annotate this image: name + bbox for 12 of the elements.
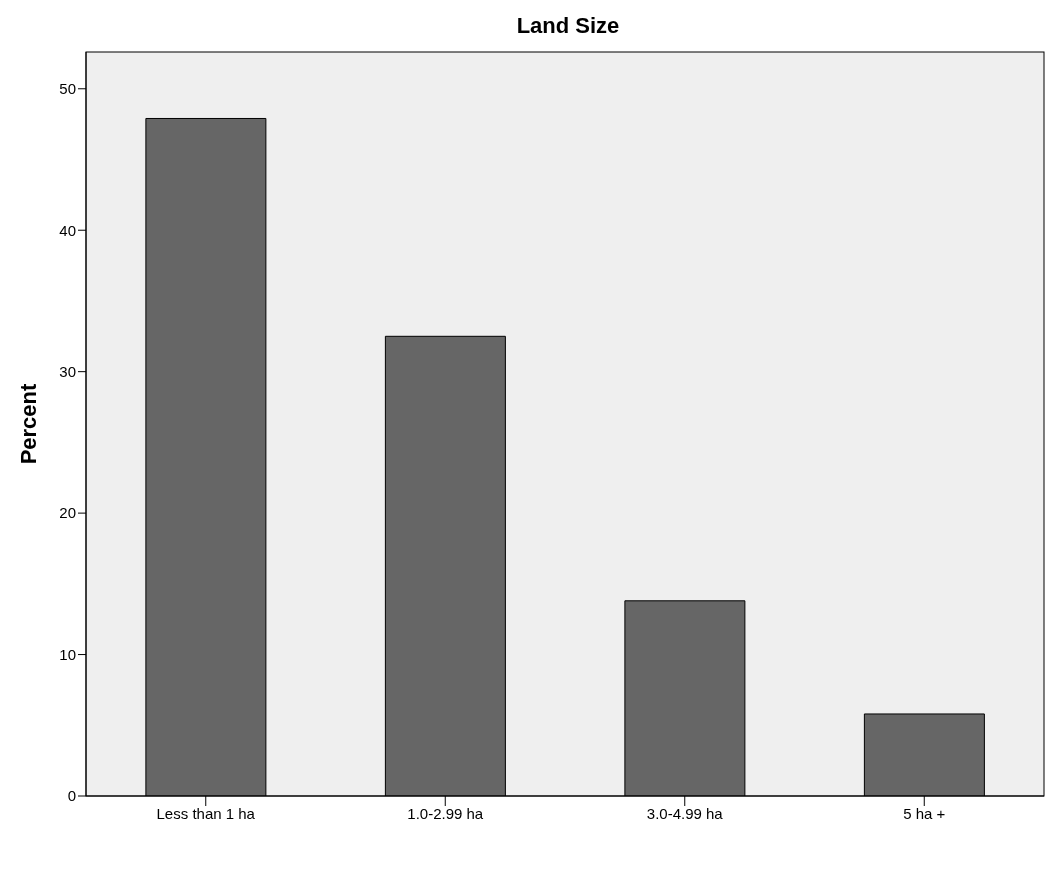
x-tick-label: 3.0-4.99 ha xyxy=(646,804,724,822)
chart-title: Land Size xyxy=(515,12,621,40)
y-tick-label: 50 xyxy=(59,80,76,98)
y-tick-label: 40 xyxy=(59,221,76,239)
x-tick-label: Less than 1 ha xyxy=(156,804,256,822)
x-tick-label: 5 ha + xyxy=(903,804,946,822)
y-tick-label: 10 xyxy=(59,645,76,663)
x-tick-label: 1.0-2.99 ha xyxy=(407,804,484,822)
y-tick-label: 0 xyxy=(67,787,76,805)
y-axis-title: Percent xyxy=(15,382,41,465)
y-tick-label: 30 xyxy=(59,362,76,380)
y-tick-label: 20 xyxy=(59,504,76,522)
